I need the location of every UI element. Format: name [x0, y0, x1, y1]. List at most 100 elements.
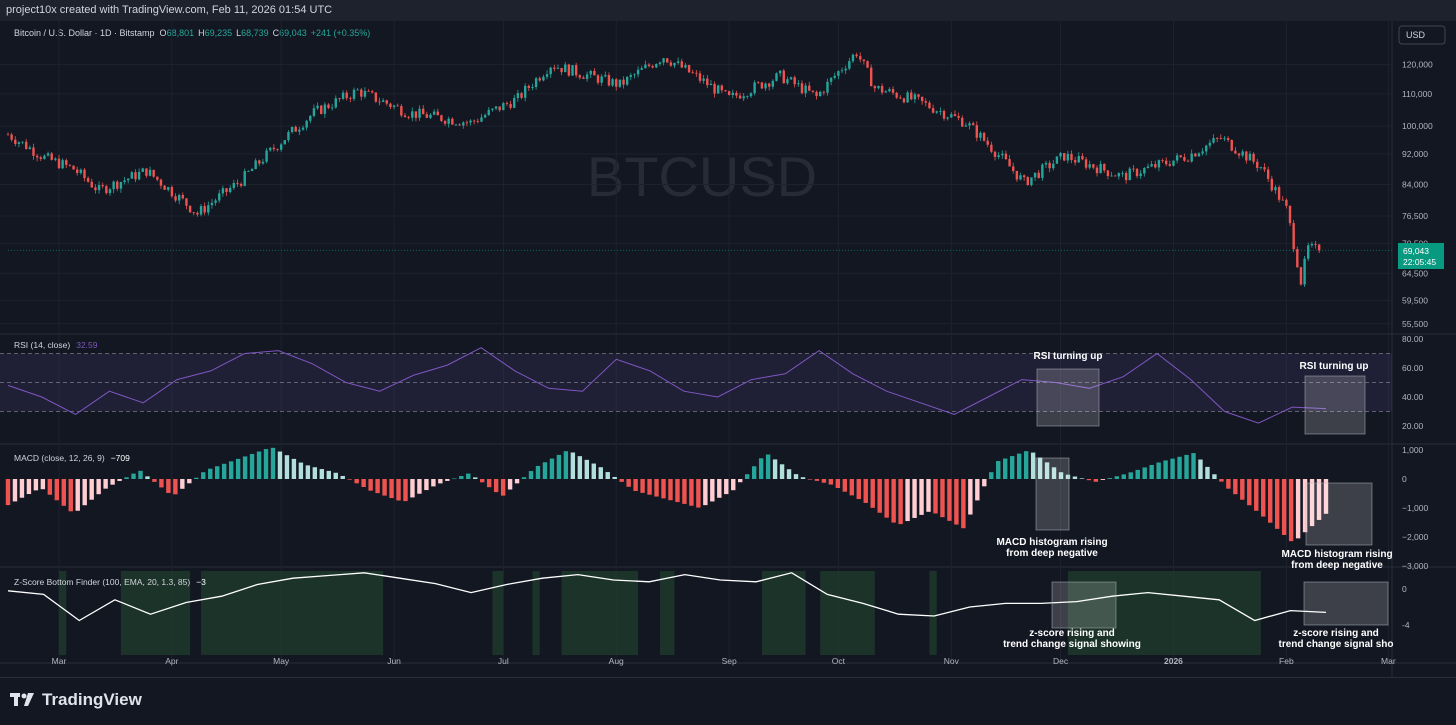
- candle: [1215, 137, 1219, 143]
- macd-bar: [452, 478, 457, 480]
- candle: [1252, 152, 1255, 165]
- macd-bar: [1323, 479, 1329, 514]
- candle: [360, 88, 363, 101]
- macd-bar: [689, 479, 694, 506]
- candle: [982, 131, 986, 142]
- macd-bar: [591, 463, 596, 479]
- annotation-box: [1303, 581, 1389, 626]
- tradingview-icon: [10, 693, 34, 706]
- chart-svg[interactable]: BTCUSD Bitcoin / U.S. Dollar · 1D · Bits…: [0, 21, 1456, 677]
- time-tick-label: Jun: [387, 656, 401, 666]
- macd-bar: [354, 479, 359, 484]
- candle: [800, 80, 804, 95]
- candle: [374, 92, 378, 103]
- candle: [633, 73, 636, 79]
- candle: [254, 158, 257, 170]
- candle: [939, 107, 942, 116]
- macd-bar: [905, 479, 910, 522]
- candle: [1303, 256, 1306, 288]
- tradingview-logo[interactable]: TradingView: [10, 690, 142, 710]
- annotation-text: RSI turning up: [1034, 351, 1103, 362]
- macd-bar: [54, 479, 60, 501]
- macd-bar: [1051, 467, 1057, 479]
- candle: [917, 93, 920, 100]
- candle: [46, 151, 50, 157]
- macd-bar: [173, 479, 178, 495]
- zscore-signal-zone: [532, 571, 540, 655]
- macd-bar: [703, 479, 708, 506]
- candle: [666, 57, 669, 64]
- macd-bar: [598, 467, 603, 479]
- macd-bar: [1003, 458, 1008, 479]
- macd-bar: [989, 472, 994, 479]
- candle: [276, 148, 279, 152]
- macd-bar: [577, 456, 583, 479]
- candle: [65, 158, 68, 168]
- macd-bar: [493, 479, 499, 493]
- candle: [1128, 166, 1131, 181]
- macd-bar: [640, 479, 645, 493]
- candle: [14, 136, 17, 147]
- candle: [440, 114, 443, 123]
- candle: [1055, 156, 1059, 164]
- macd-bar: [744, 474, 750, 479]
- candle: [1248, 151, 1252, 161]
- candle: [1114, 174, 1117, 177]
- macd-bar: [570, 452, 576, 479]
- candle: [119, 181, 123, 193]
- annotation-text: RSI turning up: [1300, 361, 1369, 372]
- annotation-text: z-score rising and: [1029, 628, 1115, 639]
- annotation-text: MACD histogram rising: [996, 537, 1107, 548]
- macd-bar: [556, 454, 562, 479]
- macd-bar: [368, 479, 373, 491]
- annotation-text: MACD histogram rising: [1281, 549, 1392, 560]
- macd-bar: [1254, 479, 1259, 511]
- macd-bar: [1281, 479, 1287, 535]
- macd-bar: [1288, 479, 1294, 542]
- price-tick-label: 76,500: [1402, 211, 1428, 221]
- candle: [877, 85, 880, 90]
- candle: [538, 76, 541, 82]
- time-tick-label: Mar: [1381, 656, 1396, 666]
- candle: [808, 81, 811, 92]
- candle: [1143, 167, 1146, 177]
- candle: [531, 83, 534, 91]
- candle: [1110, 171, 1113, 177]
- time-tick-label: Dec: [1053, 656, 1069, 666]
- candle: [757, 81, 760, 84]
- candle: [768, 82, 771, 91]
- macd-bar: [563, 451, 569, 479]
- candle: [709, 79, 713, 86]
- candle: [207, 201, 210, 216]
- macd-bar: [117, 479, 122, 481]
- macd-bar: [807, 479, 813, 480]
- candle: [323, 102, 327, 118]
- candle: [43, 154, 46, 160]
- chart-area[interactable]: BTCUSD Bitcoin / U.S. Dollar · 1D · Bits…: [0, 21, 1456, 677]
- candle: [407, 115, 410, 120]
- macd-bar: [326, 470, 331, 479]
- currency-button[interactable]: USD: [1398, 25, 1446, 45]
- candle: [720, 84, 724, 93]
- macd-bar: [417, 479, 422, 494]
- candle: [199, 204, 203, 217]
- candle: [888, 87, 891, 93]
- candle: [309, 115, 312, 124]
- candle: [316, 102, 319, 110]
- candle: [1175, 152, 1179, 164]
- macd-bar: [33, 479, 39, 491]
- annotation-text: trend change signal sho: [1278, 639, 1393, 650]
- macd-bar: [1030, 452, 1036, 479]
- candle: [815, 90, 818, 100]
- macd-bar: [828, 479, 834, 485]
- candle: [553, 64, 556, 72]
- candle: [279, 142, 283, 152]
- candle: [946, 116, 949, 121]
- macd-bar: [521, 477, 527, 479]
- macd-bar: [75, 479, 80, 511]
- candle: [1274, 184, 1277, 194]
- macd-bar: [758, 458, 764, 479]
- candle: [1037, 170, 1040, 179]
- annotation-box: [1036, 368, 1100, 427]
- macd-bar: [61, 479, 66, 506]
